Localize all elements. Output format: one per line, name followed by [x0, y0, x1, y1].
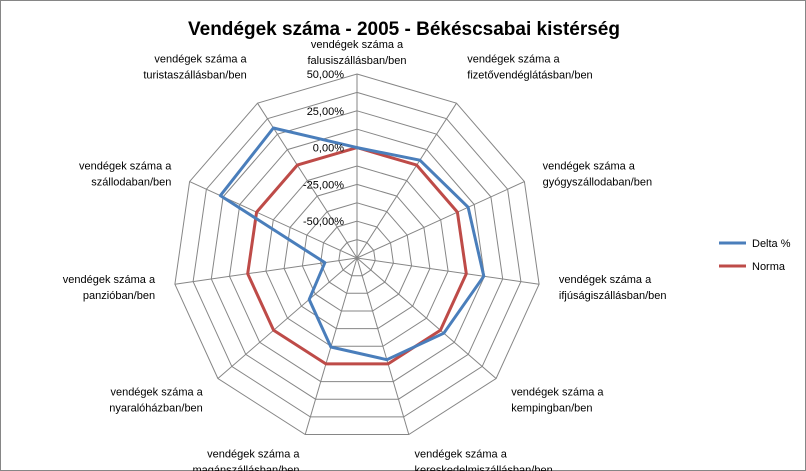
grid-spoke: [217, 257, 358, 379]
grid-ring: [283, 183, 431, 330]
category-label: vendégek száma a turistaszállásban/ben: [143, 53, 247, 81]
tick-label: 0,00%: [313, 143, 344, 155]
category-label: vendégek száma a szállodaban/ben: [79, 160, 172, 188]
radar-series: [218, 126, 486, 366]
legend-label: Delta %: [752, 238, 791, 250]
category-label: vendégek száma a panzióban/ben: [63, 274, 156, 302]
radar-grid: [174, 73, 540, 435]
grid-spoke: [356, 257, 540, 285]
category-label: vendégek száma a nyaralóházban/ben: [109, 387, 203, 415]
grid-ring: [192, 91, 522, 418]
tick-label: -50,00%: [303, 216, 344, 228]
tick-label: -25,00%: [303, 179, 344, 191]
grid-ring: [301, 202, 413, 312]
radar-tick-labels: -50,00% -25,00% 0,00% 25,00% 50,00%: [303, 69, 344, 228]
category-label: vendégek száma a fizetővendéglátásban/ben: [467, 53, 592, 81]
radar-category-labels: vendégek száma a falusiszállásban/ben vend…: [63, 39, 667, 471]
category-label: vendégek száma a gyógyszállodaban/ben: [543, 160, 652, 188]
grid-spoke: [189, 181, 358, 259]
grid-spoke: [174, 257, 358, 285]
grid-spoke: [356, 102, 457, 259]
grid-spoke: [356, 181, 525, 259]
category-label: vendégek száma a falusiszállásban/ben: [307, 39, 406, 67]
series-line: [246, 146, 468, 366]
legend: Delta % Norma: [719, 238, 791, 273]
category-label: vendégek száma a kempingban/ben: [511, 387, 604, 415]
category-label: vendégek száma a kereskedelmiszállásban/b…: [415, 449, 553, 471]
grid-ring: [320, 220, 394, 294]
tick-label: 25,00%: [307, 106, 345, 118]
legend-label: Norma: [752, 261, 786, 273]
grid-ring: [228, 128, 486, 383]
category-label: vendégek száma a ifjúságiszállásban/ben: [559, 274, 667, 302]
grid-ring: [338, 239, 376, 277]
series-line: [218, 126, 486, 362]
grid-ring: [174, 73, 540, 435]
tick-label: 50,00%: [307, 69, 345, 81]
chart-title: Vendégek száma - 2005 - Békéscsabai kist…: [188, 19, 620, 40]
grid-ring: [210, 110, 504, 400]
grid-spoke: [356, 257, 410, 435]
category-label: vendégek száma a magánszállásban/ben: [192, 449, 300, 471]
grid-ring: [265, 165, 449, 347]
grid-spoke: [356, 257, 497, 379]
